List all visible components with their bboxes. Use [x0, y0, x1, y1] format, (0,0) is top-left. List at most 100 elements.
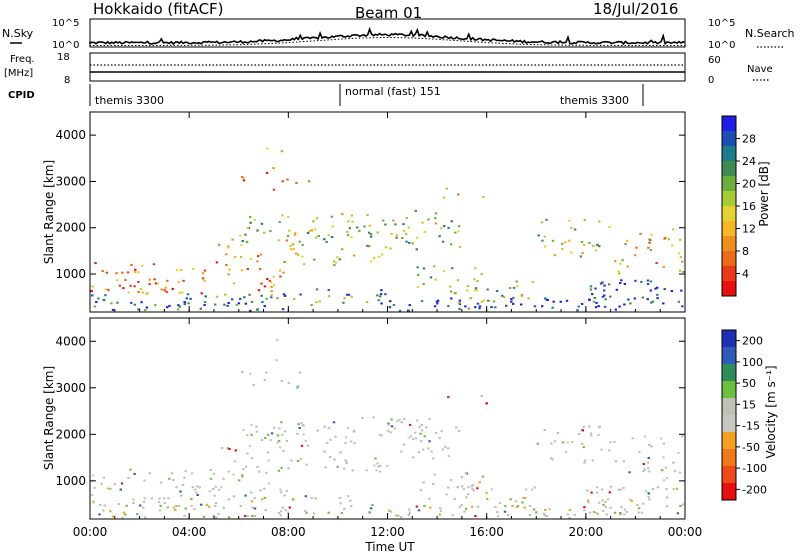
echo-cell: [225, 253, 228, 256]
y-tick-label: 1000: [55, 474, 86, 488]
echo-cell: [288, 506, 291, 509]
echo-cell: [480, 300, 483, 303]
echo-cell: [601, 499, 604, 502]
echo-cell: [312, 512, 316, 515]
echo-cell: [602, 503, 605, 506]
echo-cell: [295, 182, 298, 184]
echo-cell: [576, 309, 579, 312]
echo-cell: [633, 297, 636, 300]
echo-cell: [656, 293, 659, 296]
echo-cell: [494, 306, 497, 309]
echo-cell: [287, 216, 290, 218]
echo-cell: [415, 419, 419, 422]
echo-cell: [389, 247, 392, 250]
echo-cell: [285, 239, 289, 242]
colorbar-swatch: [722, 381, 736, 399]
echo-cell: [215, 261, 219, 264]
colorbar-swatch: [722, 364, 736, 382]
echo-cell: [434, 222, 438, 225]
echo-cell: [604, 500, 607, 503]
echo-cell: [165, 290, 168, 293]
echo-cell: [379, 464, 382, 467]
echo-cell: [240, 244, 243, 247]
echo-cell: [243, 296, 246, 299]
power-colorbar-label: Power [dB]: [757, 161, 771, 226]
echo-cell: [471, 484, 474, 487]
echo-cell: [463, 510, 466, 513]
echo-cell: [323, 238, 326, 241]
echo-cell: [102, 476, 106, 479]
colorbar-swatch: [722, 466, 736, 484]
echo-cell: [457, 429, 461, 432]
echo-cell: [148, 472, 151, 475]
echo-cell: [568, 239, 571, 242]
echo-cell: [305, 511, 308, 514]
echo-cell: [441, 240, 445, 243]
echo-cell: [396, 420, 399, 423]
echo-cell: [581, 429, 584, 432]
echo-cell: [102, 509, 105, 512]
echo-cell: [382, 219, 385, 222]
search-tick-high: 10^5: [708, 18, 735, 29]
colorbar-swatch: [722, 281, 736, 297]
echo-cell: [133, 472, 136, 475]
echo-cell: [239, 297, 242, 300]
echo-cell: [568, 509, 572, 512]
power-y-axis: 1000 2000 3000 4000: [55, 128, 685, 281]
echo-cell: [278, 427, 281, 430]
echo-cell: [272, 284, 276, 287]
colorbar-swatch: [722, 116, 736, 132]
echo-cell: [231, 238, 234, 241]
echo-cell: [256, 308, 259, 311]
echo-cell: [342, 301, 345, 304]
echo-cell: [172, 479, 175, 481]
echo-cell: [509, 498, 512, 501]
echo-cell: [345, 461, 348, 464]
echo-cell: [588, 298, 591, 301]
echo-cell: [535, 511, 538, 514]
echo-cell: [310, 304, 313, 307]
echo-cell: [104, 294, 107, 297]
echo-cell: [350, 295, 353, 298]
echo-cell: [456, 279, 460, 282]
echo-cell: [649, 249, 652, 252]
echo-cell: [266, 147, 269, 150]
colorbar-swatch: [722, 415, 736, 433]
power-y-label: Slant Range [km]: [42, 160, 56, 264]
echo-cell: [148, 283, 151, 286]
echo-cell: [595, 511, 598, 514]
echo-cell: [416, 266, 419, 269]
echo-cell: [106, 487, 109, 490]
echo-cell: [595, 491, 599, 494]
echo-cell: [327, 234, 330, 237]
echo-cell: [277, 469, 280, 472]
echo-cell: [326, 441, 329, 444]
echo-cell: [174, 508, 177, 511]
echo-cell: [664, 236, 668, 239]
echo-cell: [520, 295, 524, 298]
echo-cell: [464, 305, 467, 308]
echo-cell: [681, 503, 685, 506]
echo-cell: [270, 296, 273, 299]
echo-cell: [217, 243, 221, 246]
echo-cell: [420, 424, 423, 426]
echo-cell: [622, 486, 625, 489]
echo-cell: [592, 511, 596, 513]
echo-cell: [374, 457, 377, 460]
echo-cell: [623, 513, 626, 516]
echo-cell: [407, 309, 410, 312]
echo-cell: [680, 435, 684, 438]
echo-cell: [333, 264, 336, 267]
echo-cell: [144, 516, 147, 519]
echo-cell: [588, 241, 591, 244]
echo-cell: [545, 218, 548, 221]
echo-cell: [175, 505, 178, 508]
echo-cell: [222, 506, 225, 509]
echo-cell: [116, 279, 119, 282]
echo-cell: [608, 225, 611, 228]
echo-cell: [408, 508, 411, 511]
echo-cell: [663, 288, 666, 291]
echo-cell: [119, 488, 122, 491]
echo-cell: [505, 304, 508, 307]
echo-cell: [282, 293, 286, 296]
